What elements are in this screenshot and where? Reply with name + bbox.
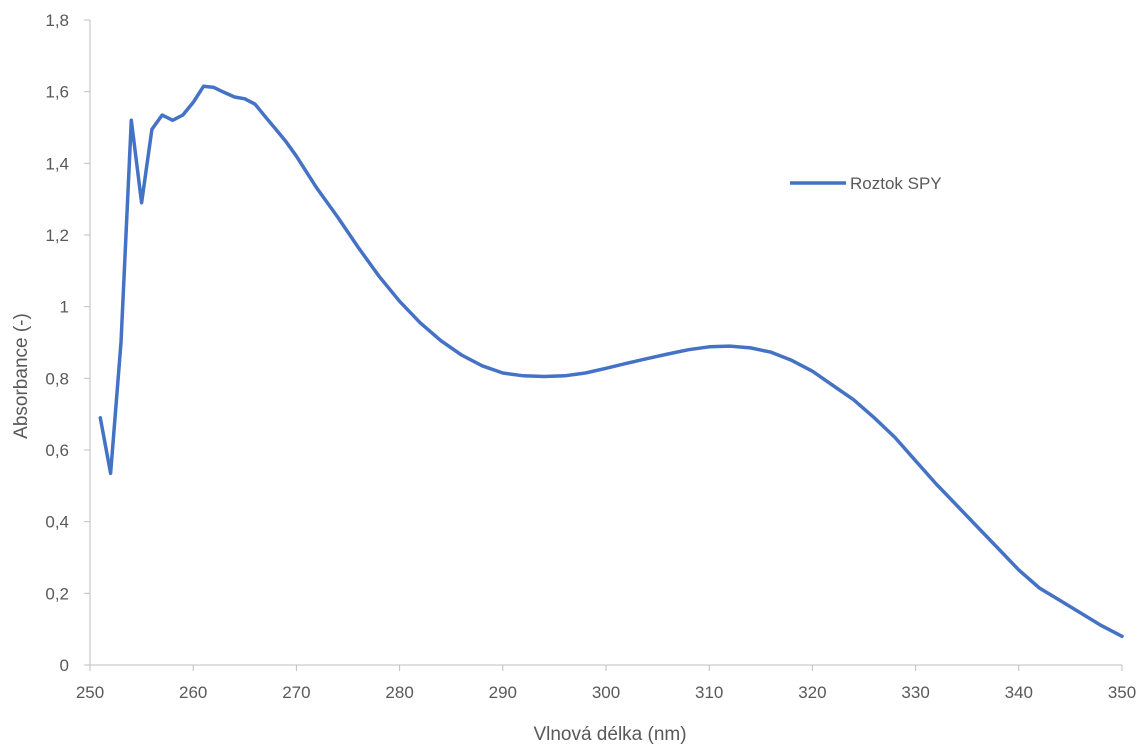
x-tick-label: 290 <box>489 683 517 702</box>
y-tick-label: 0,6 <box>45 441 69 460</box>
x-tick-label: 310 <box>695 683 723 702</box>
y-axis-ticks: 0 0,2 0,4 0,6 0,8 1 1,2 1,4 1,6 1,8 <box>45 11 90 675</box>
x-tick-label: 250 <box>76 683 104 702</box>
y-tick-label: 1,6 <box>45 83 69 102</box>
y-tick-label: 0,2 <box>45 584 69 603</box>
y-tick-label: 1,8 <box>45 11 69 30</box>
x-tick-label: 270 <box>282 683 310 702</box>
x-tick-label: 330 <box>901 683 929 702</box>
x-tick-label: 280 <box>385 683 413 702</box>
y-tick-label: 1,2 <box>45 226 69 245</box>
x-tick-label: 340 <box>1005 683 1033 702</box>
y-tick-label: 0 <box>60 656 69 675</box>
y-tick-label: 0,4 <box>45 513 69 532</box>
x-axis-ticks: 250 260 270 280 290 300 310 320 330 340 350 <box>76 665 1136 702</box>
x-tick-label: 350 <box>1108 683 1136 702</box>
y-axis-title: Absorbance (-) <box>11 313 32 439</box>
x-axis-title: Vlnová délka (nm) <box>533 724 686 745</box>
series-line-roztok-spy <box>98 84 1124 639</box>
legend-label: Roztok SPY <box>850 174 942 193</box>
y-tick-label: 0,8 <box>45 369 69 388</box>
x-tick-label: 260 <box>179 683 207 702</box>
legend: Roztok SPY <box>790 174 942 193</box>
y-tick-label: 1,4 <box>45 154 69 173</box>
y-tick-label: 1 <box>60 298 69 317</box>
x-tick-label: 320 <box>798 683 826 702</box>
x-tick-label: 300 <box>592 683 620 702</box>
